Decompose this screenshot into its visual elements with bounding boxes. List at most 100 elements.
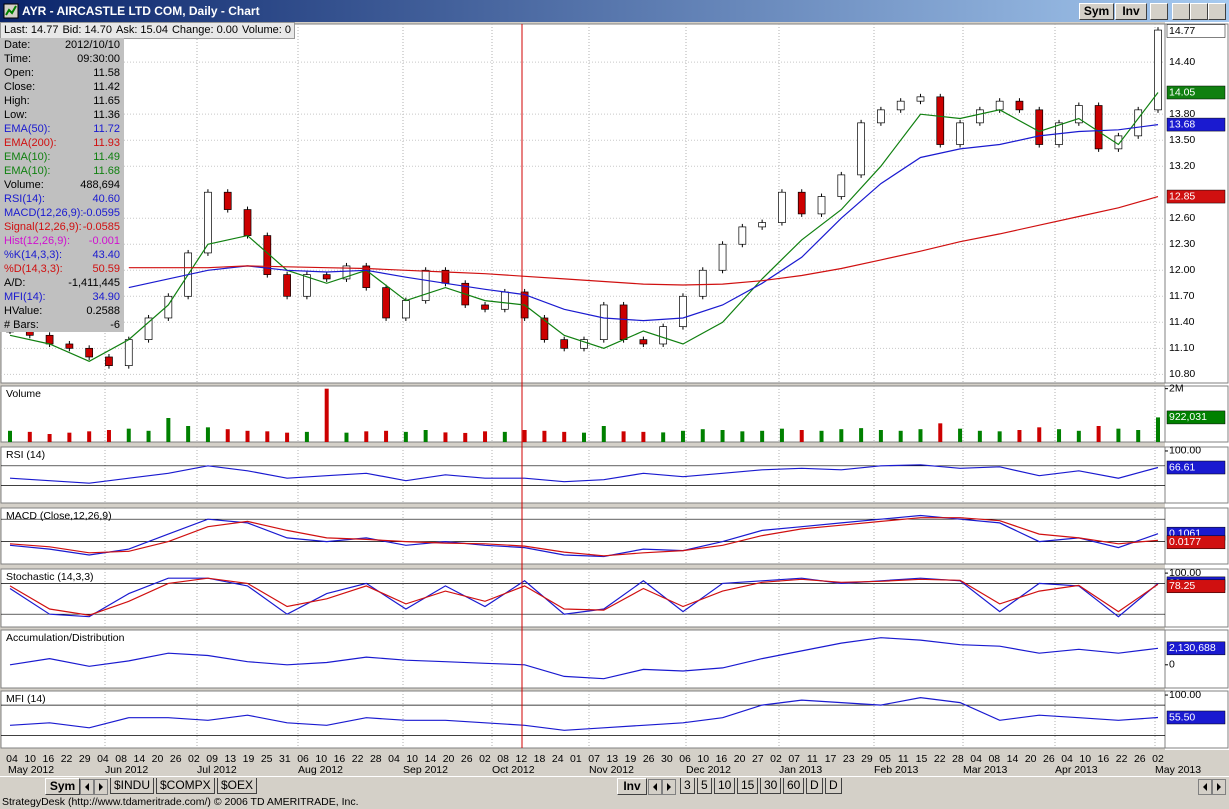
volume-bar xyxy=(225,429,230,442)
value-badge xyxy=(1166,710,1226,725)
indicator-line xyxy=(9,92,1159,362)
interval-tab[interactable]: 30 xyxy=(760,778,782,794)
candle xyxy=(322,274,331,280)
restore-button[interactable] xyxy=(1150,3,1168,20)
x-tick-label: 27 xyxy=(752,753,764,765)
close-button[interactable] xyxy=(1208,3,1226,20)
candle xyxy=(164,295,173,319)
maximize-button[interactable] xyxy=(1190,3,1208,20)
x-tick-label: 11 xyxy=(898,753,909,765)
volume-bar xyxy=(839,429,844,442)
title-bar: AYR - AIRCASTLE LTD COM, Daily - Chart S… xyxy=(0,0,1229,22)
interval-tab[interactable]: 3 xyxy=(680,778,695,794)
scroll-arrow[interactable] xyxy=(648,779,662,795)
data-row: EMA(10): 11.68 xyxy=(4,164,120,178)
axis-panel xyxy=(1164,629,1229,689)
arrow-glyph xyxy=(1203,783,1207,791)
symbol-tab[interactable]: $COMPX xyxy=(156,778,215,794)
value-badge xyxy=(1166,24,1226,38)
volume-bar xyxy=(1136,430,1141,442)
data-label: # Bars: xyxy=(4,319,39,331)
data-label: EMA(50): xyxy=(4,123,51,135)
x-tick-label: 04 xyxy=(97,753,109,765)
scroll-arrow[interactable] xyxy=(662,779,676,795)
x-tick-label: 16 xyxy=(716,753,728,765)
x-tick-label: 14 xyxy=(133,753,145,765)
scroll-arrow[interactable] xyxy=(80,779,94,795)
volume-bar xyxy=(245,430,250,442)
data-label: Open: xyxy=(4,67,34,79)
value-badge-label: 55.50 xyxy=(1169,711,1195,723)
inv-tab-button[interactable]: Inv xyxy=(617,778,647,795)
y-tick-label: 12.30 xyxy=(1169,238,1195,250)
value-badge xyxy=(1166,579,1226,594)
volume-bar xyxy=(661,432,666,442)
y-tick-label: 100.00 xyxy=(1169,445,1201,457)
month-label: Mar 2013 xyxy=(963,764,1008,776)
interval-tab[interactable]: 10 xyxy=(714,778,736,794)
volume-bar xyxy=(344,432,349,442)
x-tick-label: 29 xyxy=(79,753,91,765)
volume-bar xyxy=(1156,417,1160,442)
x-tick-label: 29 xyxy=(861,753,873,765)
volume-bar xyxy=(304,431,309,442)
candle xyxy=(817,196,826,215)
value-badge-label: 13.68 xyxy=(1169,118,1195,130)
data-value: 11.49 xyxy=(93,151,120,163)
data-label: %K(14,3,3): xyxy=(4,249,63,261)
indicator-line xyxy=(9,517,1159,557)
interval-tab[interactable]: 5 xyxy=(697,778,712,794)
data-value: 11.36 xyxy=(93,109,120,121)
data-value: 11.68 xyxy=(93,165,120,177)
symbol-tab[interactable]: $OEX xyxy=(217,778,258,794)
candle xyxy=(45,334,54,345)
volume-bar xyxy=(680,430,685,442)
x-tick-label: 04 xyxy=(388,753,400,765)
volume-bar xyxy=(384,430,389,442)
data-row: Close: 11.42 xyxy=(4,80,120,94)
value-badge-label: 12.85 xyxy=(1169,190,1195,202)
interval-tab[interactable]: 15 xyxy=(737,778,759,794)
symbol-tab[interactable]: $INDU xyxy=(110,778,155,794)
candle xyxy=(65,343,74,349)
data-value: 43.40 xyxy=(92,249,120,261)
y-tick-label: 12.60 xyxy=(1169,212,1195,224)
x-tick-label: 14 xyxy=(425,753,437,765)
interval-tab[interactable]: D xyxy=(806,778,823,794)
data-label: HValue: xyxy=(4,305,43,317)
x-tick-label: 08 xyxy=(115,753,127,765)
volume-bar xyxy=(819,430,824,442)
interval-tab[interactable]: D xyxy=(825,778,842,794)
minimize-button[interactable] xyxy=(1172,3,1190,20)
inv-button[interactable]: Inv xyxy=(1115,3,1147,20)
sym-button[interactable]: Sym xyxy=(1079,3,1114,20)
x-tick-label: 04 xyxy=(970,753,982,765)
interval-tab[interactable]: 60 xyxy=(783,778,805,794)
volume-bar xyxy=(898,430,903,442)
x-tick-label: 06 xyxy=(297,753,309,765)
x-tick-label: 26 xyxy=(461,753,473,765)
value-badge-label: 2,130,688 xyxy=(1169,642,1216,654)
candle xyxy=(283,274,291,297)
indicator-line xyxy=(128,124,1159,322)
data-label: RSI(14): xyxy=(4,193,45,205)
volume-bar xyxy=(1037,427,1042,442)
x-tick-label: 10 xyxy=(406,753,418,765)
x-tick-label: 26 xyxy=(1134,753,1146,765)
sym-tab-button[interactable]: Sym xyxy=(45,778,80,795)
value-badge xyxy=(1166,460,1226,475)
data-label: Date: xyxy=(4,39,31,51)
x-tick-label: 19 xyxy=(625,753,637,765)
month-label: May 2013 xyxy=(1155,764,1201,776)
candle xyxy=(738,226,747,245)
scroll-arrow[interactable] xyxy=(1212,779,1226,795)
candle xyxy=(481,304,489,310)
data-value: 0.2588 xyxy=(86,305,120,317)
data-row: Hist(12,26,9): -0.001 xyxy=(4,234,120,248)
y-tick-label: 100.00 xyxy=(1169,567,1201,579)
scroll-arrow[interactable] xyxy=(1198,779,1212,795)
candle xyxy=(718,243,727,271)
scroll-arrow[interactable] xyxy=(94,779,108,795)
indicator-line xyxy=(9,637,1159,680)
